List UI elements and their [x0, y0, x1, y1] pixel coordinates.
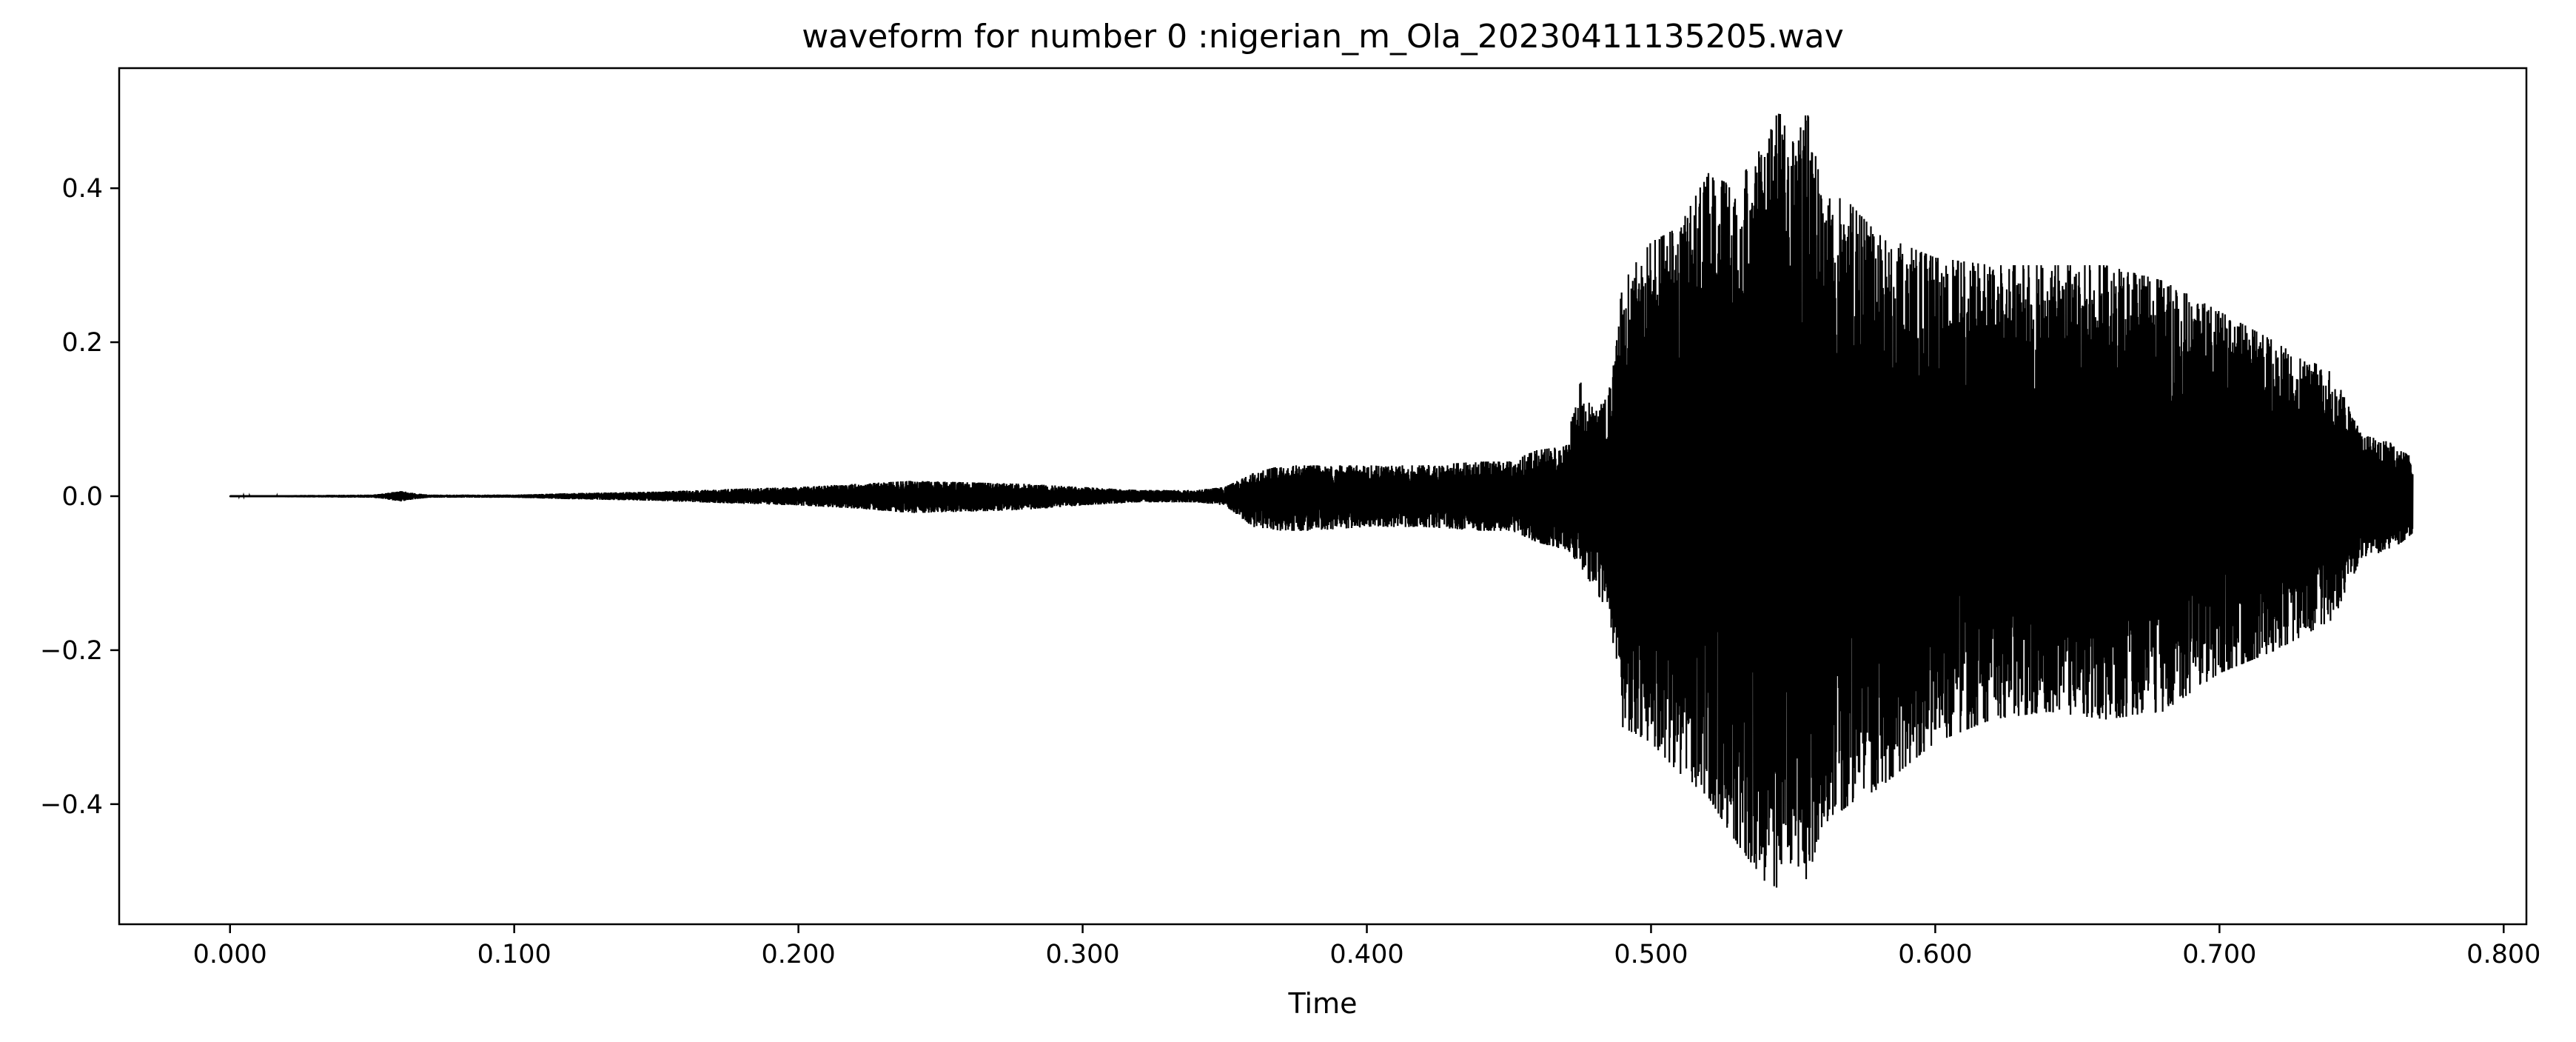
axes-frame — [118, 67, 2528, 926]
x-tick-label: 0.200 — [762, 940, 836, 969]
y-axis: −0.4 −0.2 0.0 0.2 0.4 — [40, 174, 119, 820]
x-axis-label: Time — [1288, 987, 1358, 1020]
x-tick-label: 0.700 — [2182, 940, 2256, 969]
plot-area — [229, 113, 2414, 888]
x-tick-label: 0.600 — [1898, 940, 1972, 969]
chart-title: waveform for number 0 :nigerian_m_Ola_20… — [802, 18, 1843, 56]
x-tick-label: 0.400 — [1329, 940, 1403, 969]
y-tick-label: 0.2 — [61, 328, 103, 358]
x-tick-label: 0.800 — [2466, 940, 2540, 969]
x-axis: 0.000 0.100 0.200 0.300 0.400 0.500 0.600 0.700… — [193, 924, 2540, 969]
x-tick-label: 0.100 — [477, 940, 551, 969]
x-tick-label: 0.300 — [1045, 940, 1119, 969]
y-tick-label: −0.2 — [40, 636, 103, 666]
y-tick-label: −0.4 — [40, 790, 103, 820]
x-tick-label: 0.000 — [193, 940, 267, 969]
y-tick-label: 0.0 — [61, 482, 103, 512]
waveform-line — [229, 113, 2414, 888]
y-tick-label: 0.4 — [61, 174, 103, 204]
x-tick-label: 0.500 — [1614, 940, 1688, 969]
